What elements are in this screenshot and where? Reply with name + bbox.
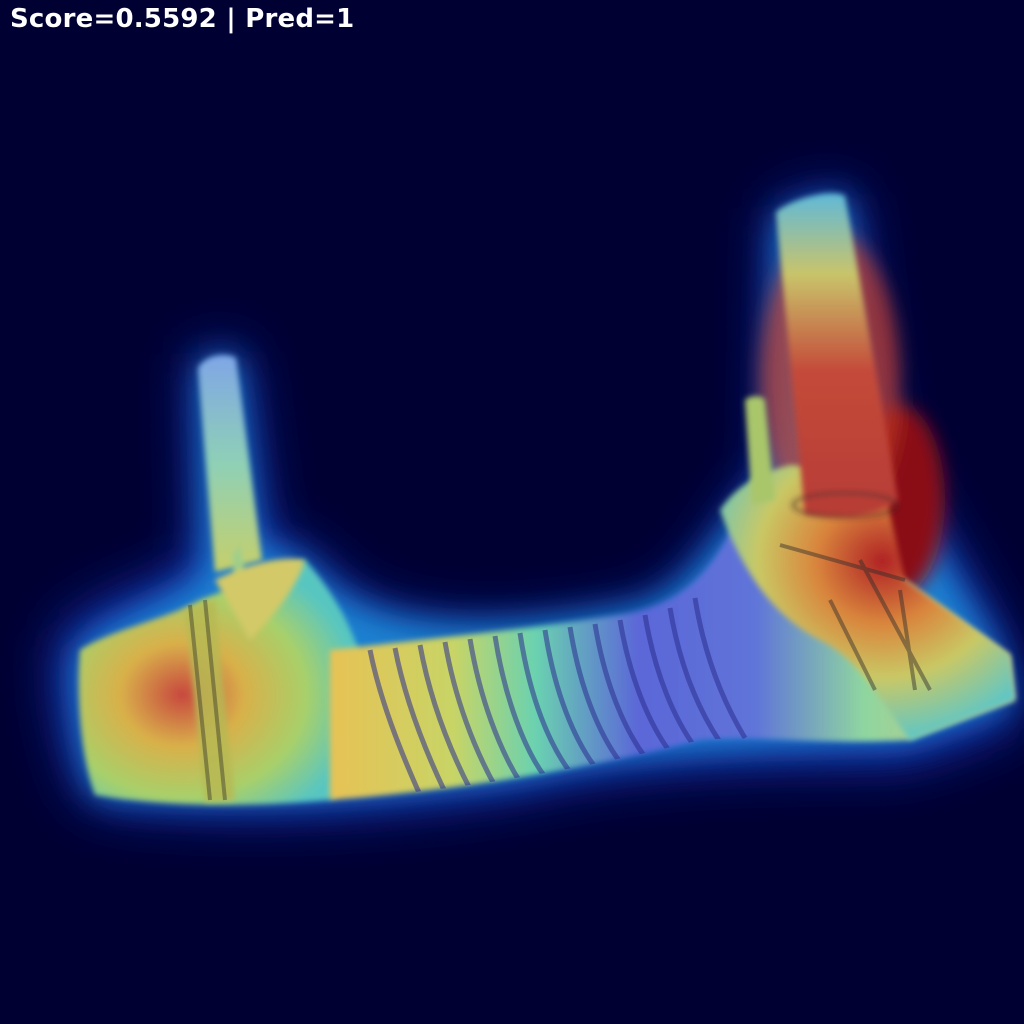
score-label: Score=0.5592	[10, 4, 217, 34]
prediction-label: Pred=1	[245, 4, 355, 34]
separator: |	[226, 4, 236, 34]
score-prediction-label: Score=0.5592 | Pred=1	[10, 4, 354, 34]
